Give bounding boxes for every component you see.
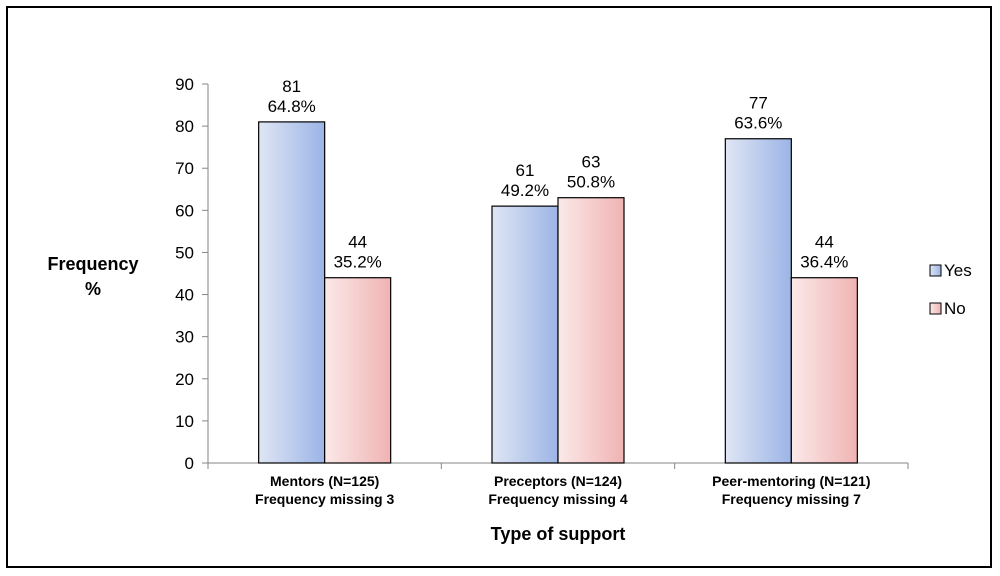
y-tick-label: 50 bbox=[175, 243, 194, 262]
bar-yes bbox=[258, 121, 326, 464]
bar-no bbox=[790, 277, 858, 464]
y-tick-label: 10 bbox=[175, 412, 194, 431]
y-tick-label: 60 bbox=[175, 201, 194, 220]
data-label: 63 50.8% bbox=[567, 153, 615, 192]
y-axis-title: Frequency% bbox=[47, 254, 138, 299]
data-label: 61 49.2% bbox=[501, 161, 549, 200]
y-tick-label: 40 bbox=[175, 286, 194, 305]
bar-yes bbox=[491, 205, 559, 464]
x-tick-label: Peer-mentoring (N=121) Frequency missing … bbox=[712, 473, 870, 507]
bar-no bbox=[324, 277, 392, 464]
x-tick-label: Preceptors (N=124) Frequency missing 4 bbox=[488, 473, 627, 507]
x-axis-title: Type of support bbox=[491, 524, 626, 544]
legend: Yes No bbox=[929, 261, 972, 318]
legend-label-no: No bbox=[944, 299, 966, 318]
bar-yes bbox=[724, 138, 792, 464]
x-tick-label: Mentors (N=125) Frequency missing 3 bbox=[255, 473, 394, 507]
y-tick-label: 80 bbox=[175, 117, 194, 136]
y-tick-label: 70 bbox=[175, 159, 194, 178]
y-tick-label: 0 bbox=[185, 454, 194, 473]
data-label: 77 63.6% bbox=[734, 94, 782, 133]
data-label: 44 36.4% bbox=[800, 233, 848, 272]
bar-no bbox=[557, 197, 625, 464]
data-label: 44 35.2% bbox=[334, 233, 382, 272]
y-tick-label: 90 bbox=[175, 75, 194, 94]
legend-label-yes: Yes bbox=[944, 261, 972, 280]
data-labels: 81 64.8% 44 35.2% 61 49.2% 63 50.8% 77 63.6% 44 36.… bbox=[268, 77, 849, 272]
legend-swatch-no bbox=[929, 302, 942, 315]
axes: 0 10 20 30 40 50 60 70 80 90 Mentors (N=125) Freque… bbox=[47, 75, 909, 544]
y-tick-label: 20 bbox=[175, 370, 194, 389]
legend-swatch-yes bbox=[929, 264, 942, 277]
data-label: 81 64.8% bbox=[268, 77, 316, 116]
y-tick-label: 30 bbox=[175, 328, 194, 347]
bars bbox=[258, 121, 858, 464]
